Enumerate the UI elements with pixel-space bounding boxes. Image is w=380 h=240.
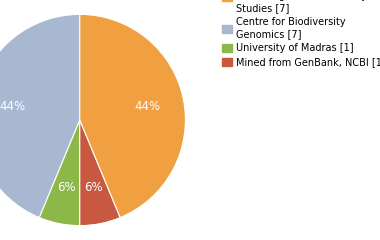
Text: 44%: 44% (134, 100, 160, 113)
Text: 44%: 44% (0, 100, 25, 113)
Text: 6%: 6% (84, 181, 103, 194)
Text: 6%: 6% (57, 181, 76, 194)
Wedge shape (80, 14, 185, 218)
Wedge shape (40, 120, 80, 226)
Wedge shape (0, 14, 80, 218)
Wedge shape (80, 120, 120, 226)
Legend: Paul Hebert Centre for DNA
Barcoding and Biodiversity
Studies [7], Centre for Bi: Paul Hebert Centre for DNA Barcoding and… (222, 0, 380, 68)
